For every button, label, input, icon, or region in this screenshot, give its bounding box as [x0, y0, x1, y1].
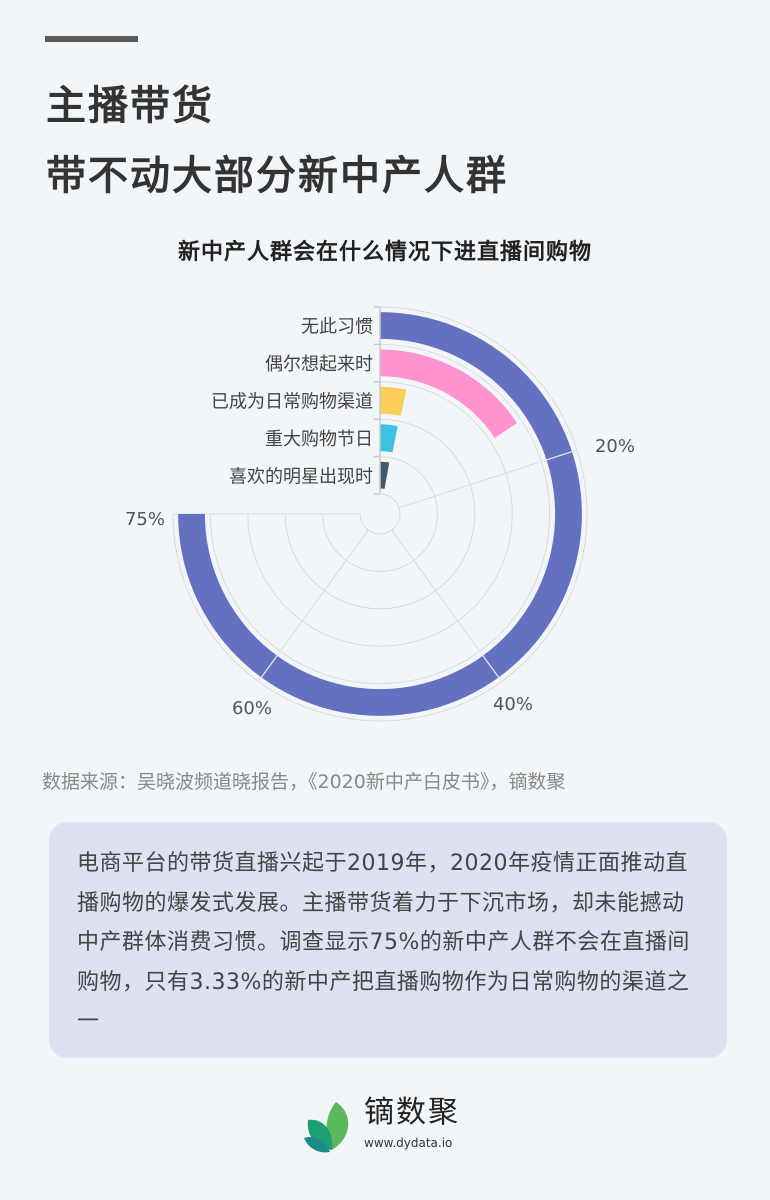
summary-box: 电商平台的带货直播兴起于2019年，2020年疫情正面推动直播购物的爆发式发展。… [49, 822, 727, 1058]
radial-axis [374, 306, 381, 495]
category-label: 无此习惯 [301, 317, 373, 338]
headline-line2: 带不动大部分新中产人群 [46, 153, 508, 199]
brand-url: www.dydata.io [364, 1136, 453, 1150]
angle-tick-label: 40% [493, 694, 533, 715]
category-label: 偶尔想起来时 [265, 354, 373, 375]
headline-line1: 主播带货 [46, 83, 214, 129]
data-source: 数据来源：吴晓波频道晓报告，《2020新中产白皮书》，镝数聚 [42, 771, 566, 793]
category-label: 喜欢的明星出现时 [229, 466, 373, 487]
chart-bars [178, 312, 582, 716]
top-accent-bar [45, 36, 138, 42]
category-label: 已成为日常购物渠道 [211, 392, 373, 413]
chart-grid [172, 306, 588, 722]
angle-tick-label: 20% [595, 436, 635, 457]
brand-logo: 镝数聚 www.dydata.io [302, 1096, 482, 1156]
angle-tick-label: 60% [232, 698, 272, 719]
brand-name: 镝数聚 [364, 1095, 460, 1130]
angle-tick-label: 75% [125, 509, 165, 530]
chart-title: 新中产人群会在什么情况下进直播间购物 [177, 240, 592, 265]
leaf-logo-icon [304, 1102, 349, 1153]
summary-text: 电商平台的带货直播兴起于2019年，2020年疫情正面推动直播购物的爆发式发展。… [77, 851, 690, 1034]
category-label: 重大购物节日 [265, 429, 373, 450]
